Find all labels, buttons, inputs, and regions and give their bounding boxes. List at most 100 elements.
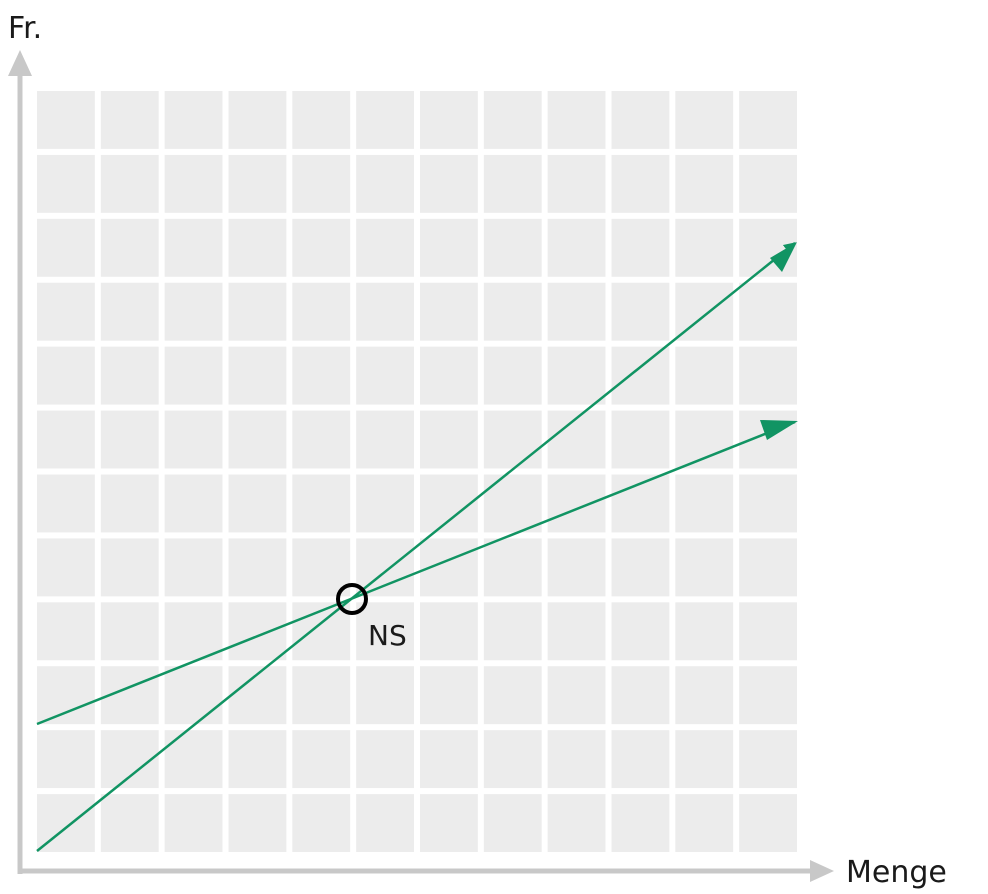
grid-cell (420, 474, 478, 533)
grid-cell (483, 666, 542, 725)
grid-cell (100, 602, 159, 661)
flat-line-arrowhead (760, 420, 798, 440)
grid-cell (37, 474, 95, 533)
grid-cell (547, 666, 606, 725)
grid-cell (292, 730, 351, 789)
grid-cell (483, 346, 542, 405)
grid-cell (611, 346, 670, 405)
grid-cell (164, 91, 223, 149)
grid-cell (292, 91, 351, 149)
grid-cell (547, 154, 606, 213)
grid-cell (228, 154, 287, 213)
grid-cell (420, 91, 478, 149)
grid-cell (675, 346, 734, 405)
grid-cell (675, 154, 734, 213)
grid-cell (37, 410, 95, 469)
grid-cell (547, 218, 606, 277)
grid-cell (739, 794, 797, 852)
grid-cell (675, 602, 734, 661)
grid-cell (37, 602, 95, 661)
grid-cell (675, 410, 734, 469)
grid-cell (164, 410, 223, 469)
grid-cell (292, 346, 351, 405)
grid-cell (547, 91, 606, 149)
grid-cell (739, 154, 797, 213)
grid-cell (228, 602, 287, 661)
grid-cell (547, 474, 606, 533)
grid-cell (420, 154, 478, 213)
grid-cell (37, 282, 95, 341)
grid-cell (739, 474, 797, 533)
grid-cell (292, 666, 351, 725)
grid-cell (37, 538, 95, 597)
grid-cell (100, 282, 159, 341)
grid-cell (611, 410, 670, 469)
grid-cell (547, 346, 606, 405)
grid-cell (483, 794, 542, 852)
grid-cell (164, 154, 223, 213)
grid-cell (228, 410, 287, 469)
grid-cell (483, 410, 542, 469)
grid-cell (100, 794, 159, 852)
grid-cell (547, 602, 606, 661)
grid-cell (356, 282, 414, 341)
x-axis-label: Menge (846, 855, 947, 890)
grid-cell (420, 794, 478, 852)
grid-cell (675, 218, 734, 277)
flat-line (36, 420, 796, 726)
grid-cell (611, 282, 670, 341)
grid-cell (164, 346, 223, 405)
grid-cell (37, 666, 95, 725)
grid-cell (739, 666, 797, 725)
grid-cell (675, 666, 734, 725)
grid-cell (228, 794, 287, 852)
grid-cell (420, 410, 478, 469)
grid-cell (164, 282, 223, 341)
grid-cell (356, 154, 414, 213)
grid-cell (547, 538, 606, 597)
grid-cell (611, 794, 670, 852)
grid-cell (420, 346, 478, 405)
grid-cell (675, 538, 734, 597)
point-label-ns: NS (368, 619, 407, 652)
intersection-point-ns (336, 583, 368, 615)
grid-cell (37, 730, 95, 789)
grid-cell (228, 730, 287, 789)
grid-cell (164, 730, 223, 789)
x-axis-arrowhead (810, 860, 834, 882)
grid-cell (356, 730, 414, 789)
grid-cell (739, 346, 797, 405)
grid-cell (611, 602, 670, 661)
grid-cell (100, 91, 159, 149)
grid-cell (547, 730, 606, 789)
grid-cell (37, 154, 95, 213)
grid-cell (100, 474, 159, 533)
grid-cell (292, 538, 351, 597)
curves (36, 242, 798, 852)
grid-cell (356, 218, 414, 277)
grid-cell (100, 410, 159, 469)
grid-cell (611, 154, 670, 213)
grid-cell (483, 154, 542, 213)
grid-cell (37, 91, 95, 149)
grid-cell (228, 538, 287, 597)
grid-cell (739, 91, 797, 149)
grid-cell (356, 666, 414, 725)
grid-cell (292, 218, 351, 277)
grid-cell (420, 730, 478, 789)
grid-cell (420, 282, 478, 341)
grid-cell (739, 602, 797, 661)
grid-cell (675, 730, 734, 789)
grid-cell (483, 218, 542, 277)
grid-cell (675, 91, 734, 149)
grid-cell (483, 730, 542, 789)
grid-cell (739, 538, 797, 597)
grid-cell (547, 794, 606, 852)
grid-cell (292, 410, 351, 469)
grid-cell (611, 538, 670, 597)
grid-cell (547, 282, 606, 341)
grid-cell (483, 282, 542, 341)
grid-cell (100, 154, 159, 213)
grid-cell (37, 346, 95, 405)
